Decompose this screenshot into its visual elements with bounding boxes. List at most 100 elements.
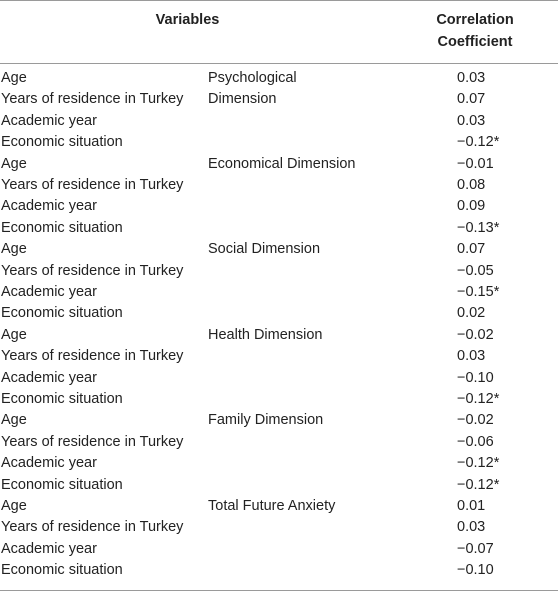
variable-cell: Economic situation [1, 219, 123, 236]
variable-cell: Economic situation [1, 476, 123, 493]
table-row: Academic year 0.09 [0, 196, 558, 217]
coefficient-cell: −0.10 [457, 562, 494, 579]
coefficient-cell: 0.09 [457, 198, 486, 215]
dimension-label: Economical Dimension [208, 154, 383, 175]
header-correlation-coefficient: Correlation Coefficient [400, 9, 550, 53]
variable-cell: Years of residence in Turkey [1, 519, 184, 536]
table-top-rule [0, 0, 558, 1]
dimension-label: Family Dimension [208, 410, 383, 431]
table-row: Age 0.03 [0, 68, 558, 89]
variable-cell: Age [1, 241, 27, 258]
table-row: Years of residence in Turkey −0.05 [0, 261, 558, 282]
coefficient-cell: −0.13* [457, 219, 500, 236]
table-row: Economic situation 0.02 [0, 303, 558, 324]
variable-cell: Age [1, 155, 27, 172]
variable-cell: Years of residence in Turkey [1, 433, 184, 450]
table-row: Years of residence in Turkey 0.08 [0, 175, 558, 196]
dimension-group: Economical Dimension Age −0.01 Years of r… [0, 154, 558, 240]
variable-cell: Years of residence in Turkey [1, 262, 184, 279]
coefficient-cell: −0.02 [457, 412, 494, 429]
table-row: Age −0.02 [0, 410, 558, 431]
coefficient-cell: 0.07 [457, 241, 486, 258]
variable-cell: Academic year [1, 369, 97, 386]
variable-cell: Academic year [1, 540, 97, 557]
variable-cell: Years of residence in Turkey [1, 91, 184, 108]
coefficient-cell: 0.03 [457, 519, 486, 536]
table-row: Economic situation −0.12* [0, 389, 558, 410]
table-row: Age −0.01 [0, 154, 558, 175]
variable-cell: Age [1, 70, 27, 86]
coefficient-cell: −0.01 [457, 155, 494, 172]
variable-cell: Academic year [1, 283, 97, 300]
header-rule [0, 63, 558, 64]
dimension-label: Social Dimension [208, 239, 383, 260]
variable-cell: Years of residence in Turkey [1, 348, 184, 365]
variable-cell: Academic year [1, 112, 97, 129]
dimension-group: Health Dimension Age −0.02 Years of resid… [0, 325, 558, 411]
coefficient-cell: −0.12* [457, 455, 500, 472]
variable-cell: Years of residence in Turkey [1, 176, 184, 193]
variable-cell: Age [1, 412, 27, 429]
coefficient-cell: −0.07 [457, 540, 494, 557]
header-variables: Variables [155, 12, 220, 28]
table-row: Academic year −0.12* [0, 453, 558, 474]
table-bottom-rule [0, 590, 558, 591]
variable-cell: Economic situation [1, 390, 123, 407]
table-body: Psychological Dimension Age 0.03 Years of… [0, 68, 558, 582]
variable-cell: Economic situation [1, 305, 123, 322]
coefficient-cell: 0.03 [457, 70, 486, 86]
table-row: Age −0.02 [0, 325, 558, 346]
coefficient-cell: 0.07 [457, 91, 486, 108]
dimension-label-line1: Family Dimension [208, 412, 324, 429]
dimension-label-line1: Social Dimension [208, 241, 321, 258]
dimension-label-line1: Total Future Anxiety [208, 497, 336, 514]
variable-cell: Age [1, 326, 27, 343]
coefficient-cell: −0.12* [457, 134, 500, 151]
variable-cell: Economic situation [1, 134, 123, 151]
variable-cell: Age [1, 497, 27, 514]
header-coefficient-line2: Coefficient [437, 34, 513, 50]
dimension-label-line2: Dimension [208, 91, 277, 108]
coefficient-cell: −0.12* [457, 390, 500, 407]
dimension-group: Family Dimension Age −0.02 Years of resid… [0, 410, 558, 496]
table-row: Economic situation −0.10 [0, 560, 558, 581]
table-row: Age 0.07 [0, 239, 558, 260]
table-row: Academic year −0.07 [0, 539, 558, 560]
coefficient-cell: 0.03 [457, 112, 486, 129]
header-coefficient-line1: Correlation [436, 12, 514, 28]
dimension-label-line1: Economical Dimension [208, 155, 356, 172]
table-row: Academic year 0.03 [0, 111, 558, 132]
table-row: Academic year −0.15* [0, 282, 558, 303]
coefficient-cell: 0.02 [457, 305, 486, 322]
table-row: Age 0.01 [0, 496, 558, 517]
coefficient-cell: −0.12* [457, 476, 500, 493]
table-row: Economic situation −0.12* [0, 132, 558, 153]
coefficient-cell: −0.10 [457, 369, 494, 386]
table-row: Economic situation −0.12* [0, 475, 558, 496]
table-row: Years of residence in Turkey 0.03 [0, 517, 558, 538]
dimension-label-line1: Health Dimension [208, 326, 323, 343]
coefficient-cell: −0.15* [457, 283, 500, 300]
table-row: Academic year −0.10 [0, 368, 558, 389]
dimension-label: Health Dimension [208, 325, 383, 346]
dimension-label: Total Future Anxiety [208, 496, 383, 517]
variable-cell: Academic year [1, 198, 97, 215]
coefficient-cell: 0.01 [457, 497, 486, 514]
dimension-label: Psychological Dimension [208, 68, 383, 111]
table-row: Years of residence in Turkey −0.06 [0, 432, 558, 453]
variable-cell: Economic situation [1, 562, 123, 579]
coefficient-cell: 0.08 [457, 176, 486, 193]
coefficient-cell: −0.02 [457, 326, 494, 343]
table-row: Years of residence in Turkey 0.07 [0, 89, 558, 110]
coefficient-cell: −0.05 [457, 262, 494, 279]
coefficient-cell: −0.06 [457, 433, 494, 450]
dimension-label-line1: Psychological [208, 70, 297, 86]
table-row: Years of residence in Turkey 0.03 [0, 346, 558, 367]
dimension-group: Total Future Anxiety Age 0.01 Years of re… [0, 496, 558, 582]
coefficient-cell: 0.03 [457, 348, 486, 365]
dimension-group: Psychological Dimension Age 0.03 Years of… [0, 68, 558, 154]
dimension-group: Social Dimension Age 0.07 Years of reside… [0, 239, 558, 325]
table-row: Economic situation −0.13* [0, 218, 558, 239]
variable-cell: Academic year [1, 455, 97, 472]
